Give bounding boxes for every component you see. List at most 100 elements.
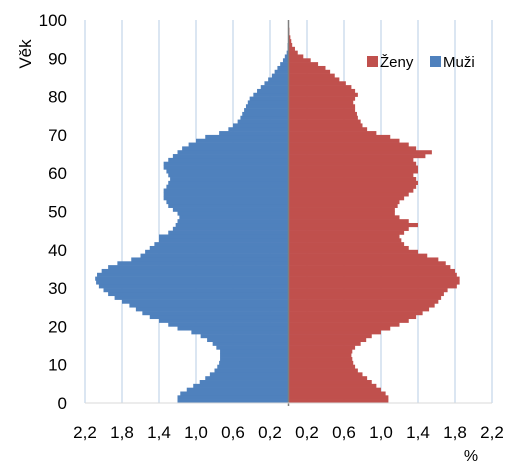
bar-men <box>166 200 289 205</box>
bar-men <box>172 226 289 231</box>
bar-women <box>288 368 358 373</box>
bar-men <box>242 111 289 117</box>
bar-men <box>280 62 289 67</box>
bar-women <box>288 395 389 400</box>
bar-women <box>288 177 417 182</box>
y-tick-label: 10 <box>48 356 67 375</box>
legend-label-women: Ženy <box>380 54 414 71</box>
y-tick-label: 40 <box>48 241 67 260</box>
bar-women <box>288 380 372 385</box>
bar-men <box>177 211 289 216</box>
bar-men <box>220 349 289 354</box>
bar-men <box>95 276 289 281</box>
bar-women <box>288 92 358 97</box>
y-tick-label: 70 <box>48 126 67 145</box>
bar-women <box>288 276 460 281</box>
bar-women <box>288 326 391 331</box>
bar-women <box>288 42 293 48</box>
bar-men <box>163 165 289 170</box>
bar-men <box>253 92 289 97</box>
bar-women <box>288 211 395 216</box>
bar-men <box>140 253 289 258</box>
bar-men <box>196 138 289 143</box>
bar-men <box>149 314 289 320</box>
bar-women <box>288 299 439 304</box>
bar-women <box>288 337 367 343</box>
bar-men <box>168 230 289 235</box>
bar-women <box>288 330 381 335</box>
bar-women <box>288 58 311 63</box>
bar-men <box>168 157 289 163</box>
bar-women <box>288 96 356 101</box>
bar-women <box>288 295 442 300</box>
bar-women <box>288 65 326 71</box>
bar-men <box>177 395 289 400</box>
bar-women <box>288 284 457 289</box>
bar-women <box>288 85 352 90</box>
bar-women <box>288 272 457 277</box>
x-tick-label: 1,0 <box>184 423 208 442</box>
bar-men <box>179 215 289 220</box>
x-tick-label: 1,0 <box>369 423 393 442</box>
bar-men <box>237 119 289 124</box>
bar-men <box>212 341 289 346</box>
bar-women <box>288 207 395 212</box>
bar-women <box>288 46 295 51</box>
bar-women <box>288 341 361 346</box>
y-tick-labels: 0 10 20 30 40 50 60 70 80 90 100 <box>39 11 67 413</box>
bar-women <box>288 303 435 308</box>
bar-men <box>182 146 289 151</box>
bar-women <box>288 314 417 320</box>
bar-women <box>288 150 432 155</box>
bar-women <box>288 119 361 124</box>
bar-women <box>288 245 409 251</box>
bar-women <box>288 391 386 396</box>
bar-women <box>288 253 428 258</box>
bar-women <box>288 100 354 105</box>
bar-men <box>177 150 289 155</box>
bar-men <box>277 65 289 71</box>
bar-men <box>168 180 289 185</box>
x-tick-label: 2,2 <box>480 423 504 442</box>
bar-women <box>288 334 372 339</box>
bar-women <box>288 131 377 136</box>
bar-men <box>131 257 289 262</box>
bar-men <box>159 318 289 323</box>
bar-men <box>149 245 289 251</box>
x-tick-label: 0,6 <box>221 423 245 442</box>
bar-women <box>288 134 391 140</box>
bar-women <box>288 376 368 381</box>
bar-men <box>205 134 289 140</box>
bar-men <box>240 115 289 120</box>
bar-women <box>288 127 368 132</box>
bar-men <box>214 368 289 373</box>
y-tick-label: 50 <box>48 203 67 222</box>
bar-women <box>288 138 400 143</box>
bar-men <box>245 104 289 109</box>
bar-men <box>168 173 289 178</box>
bar-women <box>288 307 430 312</box>
bar-women <box>288 353 352 358</box>
bar-women <box>288 399 389 404</box>
bar-men <box>219 360 289 365</box>
bar-women <box>288 265 451 270</box>
bar-men <box>286 50 289 55</box>
bar-women <box>288 123 363 128</box>
legend-label-men: Muži <box>443 54 475 71</box>
y-tick-label: 0 <box>58 394 67 413</box>
bar-women <box>288 77 340 82</box>
bar-women <box>288 219 409 224</box>
bar-men <box>191 330 289 335</box>
bar-men <box>209 372 289 377</box>
bar-men <box>154 242 289 247</box>
bars <box>95 27 460 404</box>
y-tick-label: 60 <box>48 164 67 183</box>
bar-men <box>188 142 289 147</box>
bar-women <box>288 173 414 178</box>
bar-women <box>288 108 356 113</box>
bar-men <box>163 188 289 193</box>
bar-women <box>288 115 358 120</box>
bar-men <box>217 364 289 369</box>
bar-men <box>284 54 289 59</box>
